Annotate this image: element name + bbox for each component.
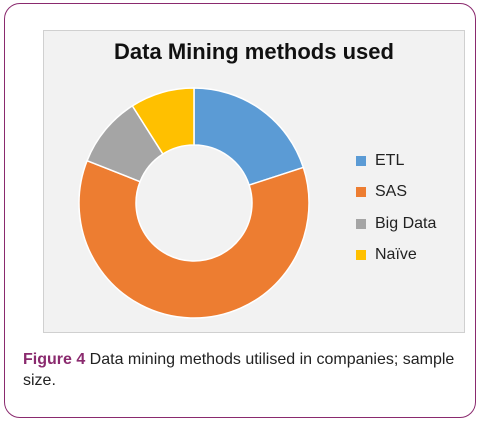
legend-swatch (356, 187, 366, 198)
chart-title: Data Mining methods used (114, 39, 394, 64)
figure-caption: Figure 4 Data mining methods utilised in… (23, 349, 473, 391)
legend-item-etl: ETL (356, 145, 436, 177)
chart-legend: ETL SAS Big Data Naïve (356, 145, 436, 271)
legend-label: Naïve (375, 246, 417, 264)
legend-swatch (356, 218, 366, 229)
donut-chart (78, 87, 310, 319)
legend-swatch (356, 155, 366, 166)
donut-slice-na-ve (131, 87, 195, 156)
legend-label: ETL (375, 151, 405, 169)
legend-swatch (356, 250, 366, 261)
donut-slice-sas (78, 159, 310, 319)
legend-label: SAS (375, 183, 408, 201)
caption-text: Data mining methods utilised in companie… (23, 351, 455, 389)
legend-label: Big Data (375, 214, 437, 232)
legend-item-big-data: Big Data (356, 208, 436, 240)
chart-panel: Data Mining methods used ETL SAS Big Dat… (43, 30, 465, 333)
legend-item-sas: SAS (356, 177, 436, 209)
donut-slice-etl (193, 87, 305, 187)
legend-item-naive: Naïve (356, 240, 436, 272)
figure-frame: Data Mining methods used ETL SAS Big Dat… (4, 3, 476, 418)
figure-label: Figure 4 (23, 351, 86, 368)
